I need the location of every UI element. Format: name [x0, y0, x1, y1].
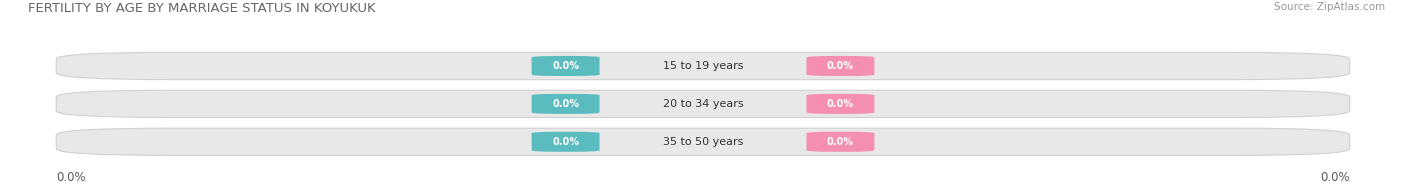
FancyBboxPatch shape	[531, 56, 599, 76]
FancyBboxPatch shape	[807, 56, 875, 76]
Text: 0.0%: 0.0%	[553, 61, 579, 71]
FancyBboxPatch shape	[807, 94, 875, 114]
Text: 15 to 19 years: 15 to 19 years	[662, 61, 744, 71]
Text: 0.0%: 0.0%	[827, 137, 853, 147]
Text: 35 to 50 years: 35 to 50 years	[662, 137, 744, 147]
FancyBboxPatch shape	[807, 132, 875, 152]
Text: 0.0%: 0.0%	[553, 99, 579, 109]
Text: 0.0%: 0.0%	[56, 171, 86, 183]
Text: Source: ZipAtlas.com: Source: ZipAtlas.com	[1274, 2, 1385, 12]
FancyBboxPatch shape	[531, 94, 599, 114]
Text: FERTILITY BY AGE BY MARRIAGE STATUS IN KOYUKUK: FERTILITY BY AGE BY MARRIAGE STATUS IN K…	[28, 2, 375, 15]
Text: 0.0%: 0.0%	[827, 99, 853, 109]
FancyBboxPatch shape	[56, 90, 1350, 118]
Text: 0.0%: 0.0%	[553, 137, 579, 147]
FancyBboxPatch shape	[56, 52, 1350, 80]
FancyBboxPatch shape	[56, 128, 1350, 155]
Text: 0.0%: 0.0%	[1320, 171, 1350, 183]
Text: 0.0%: 0.0%	[827, 61, 853, 71]
FancyBboxPatch shape	[531, 132, 599, 152]
Text: 20 to 34 years: 20 to 34 years	[662, 99, 744, 109]
